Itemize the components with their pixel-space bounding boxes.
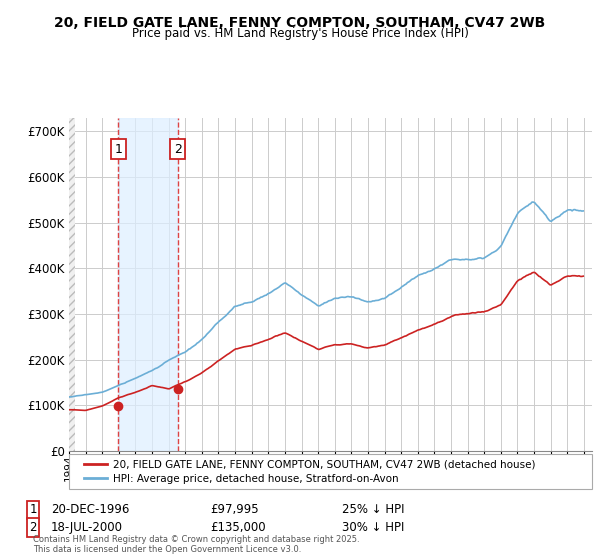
Bar	[118, 118, 178, 451]
Text: Contains HM Land Registry data © Crown copyright and database right 2025.
This d: Contains HM Land Registry data © Crown c…	[33, 535, 359, 554]
Text: Price paid vs. HM Land Registry's House Price Index (HPI): Price paid vs. HM Land Registry's House …	[131, 27, 469, 40]
Text: 2: 2	[173, 143, 182, 156]
Legend: 20, FIELD GATE LANE, FENNY COMPTON, SOUTHAM, CV47 2WB (detached house), HPI: Ave: 20, FIELD GATE LANE, FENNY COMPTON, SOUT…	[79, 455, 539, 488]
Text: 18-JUL-2000: 18-JUL-2000	[51, 521, 123, 534]
Text: £135,000: £135,000	[210, 521, 266, 534]
Text: 20-DEC-1996: 20-DEC-1996	[51, 503, 130, 516]
Text: 20, FIELD GATE LANE, FENNY COMPTON, SOUTHAM, CV47 2WB: 20, FIELD GATE LANE, FENNY COMPTON, SOUT…	[55, 16, 545, 30]
Text: 2: 2	[29, 521, 37, 534]
Text: 25% ↓ HPI: 25% ↓ HPI	[342, 503, 404, 516]
Text: 30% ↓ HPI: 30% ↓ HPI	[342, 521, 404, 534]
Text: 1: 1	[115, 143, 122, 156]
Text: 1: 1	[29, 503, 37, 516]
Text: £97,995: £97,995	[210, 503, 259, 516]
